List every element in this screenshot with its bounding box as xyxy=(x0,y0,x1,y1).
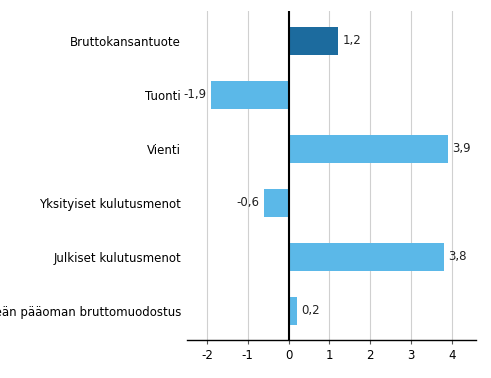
Text: -0,6: -0,6 xyxy=(236,196,259,209)
Bar xyxy=(211,81,289,109)
Text: 3,9: 3,9 xyxy=(453,142,471,155)
Text: 3,8: 3,8 xyxy=(448,250,467,263)
Text: 0,2: 0,2 xyxy=(301,304,320,317)
Bar xyxy=(289,135,448,163)
Bar xyxy=(289,296,297,325)
Text: 1,2: 1,2 xyxy=(342,34,361,48)
Bar xyxy=(289,243,444,271)
Bar xyxy=(289,27,337,55)
Bar xyxy=(264,189,289,217)
Text: -1,9: -1,9 xyxy=(183,88,206,101)
